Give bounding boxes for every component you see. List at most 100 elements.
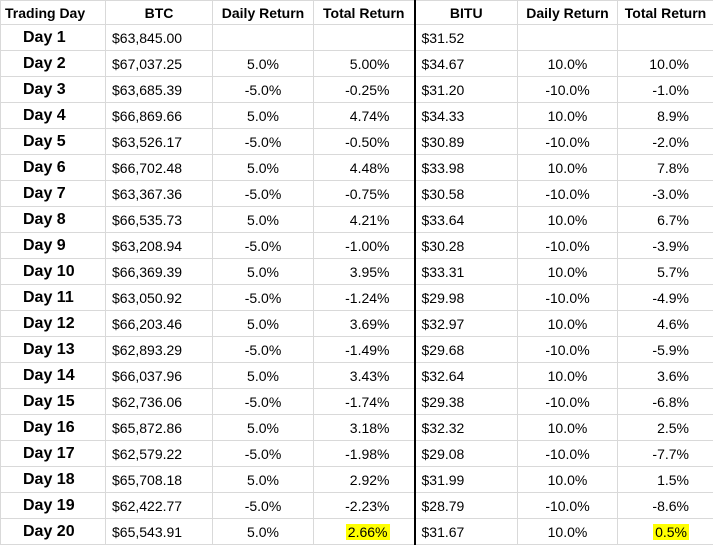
table-cell: $63,208.94 <box>106 233 213 259</box>
table-cell: Day 9 <box>1 233 106 259</box>
table-cell: 4.74% <box>314 103 415 129</box>
table-cell: -0.50% <box>314 129 415 155</box>
table-cell: $30.89 <box>415 129 518 155</box>
table-cell: $32.97 <box>415 311 518 337</box>
table-cell: 6.7% <box>618 207 713 233</box>
table-cell: -0.25% <box>314 77 415 103</box>
table-cell: $33.98 <box>415 155 518 181</box>
table-cell: $28.79 <box>415 493 518 519</box>
table-cell: 3.6% <box>618 363 713 389</box>
table-row: Day 17$62,579.22-5.0%-1.98%$29.08-10.0%-… <box>1 441 713 467</box>
column-header: Daily Return <box>213 1 314 25</box>
table-cell: -7.7% <box>618 441 713 467</box>
table-cell: Day 14 <box>1 363 106 389</box>
table-cell: Day 4 <box>1 103 106 129</box>
highlighted-value: 2.66% <box>346 524 390 540</box>
table-cell: 10.0% <box>618 51 713 77</box>
table-cell: $63,367.36 <box>106 181 213 207</box>
table-cell: 3.18% <box>314 415 415 441</box>
table-cell: 1.5% <box>618 467 713 493</box>
table-row: Day 3$63,685.39-5.0%-0.25%$31.20-10.0%-1… <box>1 77 713 103</box>
table-cell: 10.0% <box>518 51 618 77</box>
table-cell: -5.0% <box>213 441 314 467</box>
table-cell: $62,736.06 <box>106 389 213 415</box>
table-cell: $33.64 <box>415 207 518 233</box>
table-cell: $31.52 <box>415 25 518 51</box>
table-cell: -5.0% <box>213 337 314 363</box>
table-cell: -1.74% <box>314 389 415 415</box>
table-cell: $32.32 <box>415 415 518 441</box>
table-cell: -10.0% <box>518 441 618 467</box>
table-cell: -5.0% <box>213 389 314 415</box>
table-cell: -2.0% <box>618 129 713 155</box>
table-cell: Day 15 <box>1 389 106 415</box>
table-cell: $62,579.22 <box>106 441 213 467</box>
table-cell: 3.95% <box>314 259 415 285</box>
table-cell: -2.23% <box>314 493 415 519</box>
table-cell: 10.0% <box>518 363 618 389</box>
table-cell <box>618 25 713 51</box>
table-cell: 7.8% <box>618 155 713 181</box>
table-cell: 4.6% <box>618 311 713 337</box>
table-cell: $66,869.66 <box>106 103 213 129</box>
table-cell: -5.0% <box>213 77 314 103</box>
column-header: Daily Return <box>518 1 618 25</box>
table-cell: Day 7 <box>1 181 106 207</box>
table-cell: 10.0% <box>518 259 618 285</box>
table-cell: 10.0% <box>518 155 618 181</box>
table-cell: Day 12 <box>1 311 106 337</box>
table-cell: -10.0% <box>518 181 618 207</box>
table-cell: $67,037.25 <box>106 51 213 77</box>
table-cell: 5.0% <box>213 155 314 181</box>
table-cell: 5.0% <box>213 415 314 441</box>
table-cell: $29.38 <box>415 389 518 415</box>
table-cell: 10.0% <box>518 467 618 493</box>
table-cell: -0.75% <box>314 181 415 207</box>
highlighted-value: 0.5% <box>653 524 689 540</box>
table-cell: $62,893.29 <box>106 337 213 363</box>
table-cell <box>213 25 314 51</box>
table-cell: 5.0% <box>213 103 314 129</box>
table-cell: $63,050.92 <box>106 285 213 311</box>
table-cell: 3.43% <box>314 363 415 389</box>
table-cell: 5.0% <box>213 363 314 389</box>
table-cell: -10.0% <box>518 77 618 103</box>
table-cell: Day 13 <box>1 337 106 363</box>
table-row: Day 11$63,050.92-5.0%-1.24%$29.98-10.0%-… <box>1 285 713 311</box>
table-cell: 10.0% <box>518 311 618 337</box>
table-cell: -10.0% <box>518 233 618 259</box>
table-cell: 4.21% <box>314 207 415 233</box>
table-cell: -6.8% <box>618 389 713 415</box>
table-row: Day 9$63,208.94-5.0%-1.00%$30.28-10.0%-3… <box>1 233 713 259</box>
table-cell: 5.0% <box>213 311 314 337</box>
table-cell: 10.0% <box>518 207 618 233</box>
table-cell: -10.0% <box>518 337 618 363</box>
table-cell: Day 18 <box>1 467 106 493</box>
table-cell: 5.0% <box>213 51 314 77</box>
table-cell: $66,037.96 <box>106 363 213 389</box>
table-row: Day 7$63,367.36-5.0%-0.75%$30.58-10.0%-3… <box>1 181 713 207</box>
table-cell: 10.0% <box>518 103 618 129</box>
table-cell: 2.66% <box>314 519 415 545</box>
column-header: Total Return <box>314 1 415 25</box>
table-cell: $29.98 <box>415 285 518 311</box>
table-cell: $66,702.48 <box>106 155 213 181</box>
table-cell: Day 20 <box>1 519 106 545</box>
table-cell: 8.9% <box>618 103 713 129</box>
table-cell: -1.98% <box>314 441 415 467</box>
table-cell: -5.0% <box>213 129 314 155</box>
table-cell: 5.7% <box>618 259 713 285</box>
table-cell: Day 5 <box>1 129 106 155</box>
column-header: BITU <box>415 1 518 25</box>
table-cell: -10.0% <box>518 285 618 311</box>
table-cell: 3.69% <box>314 311 415 337</box>
table-cell: $63,685.39 <box>106 77 213 103</box>
